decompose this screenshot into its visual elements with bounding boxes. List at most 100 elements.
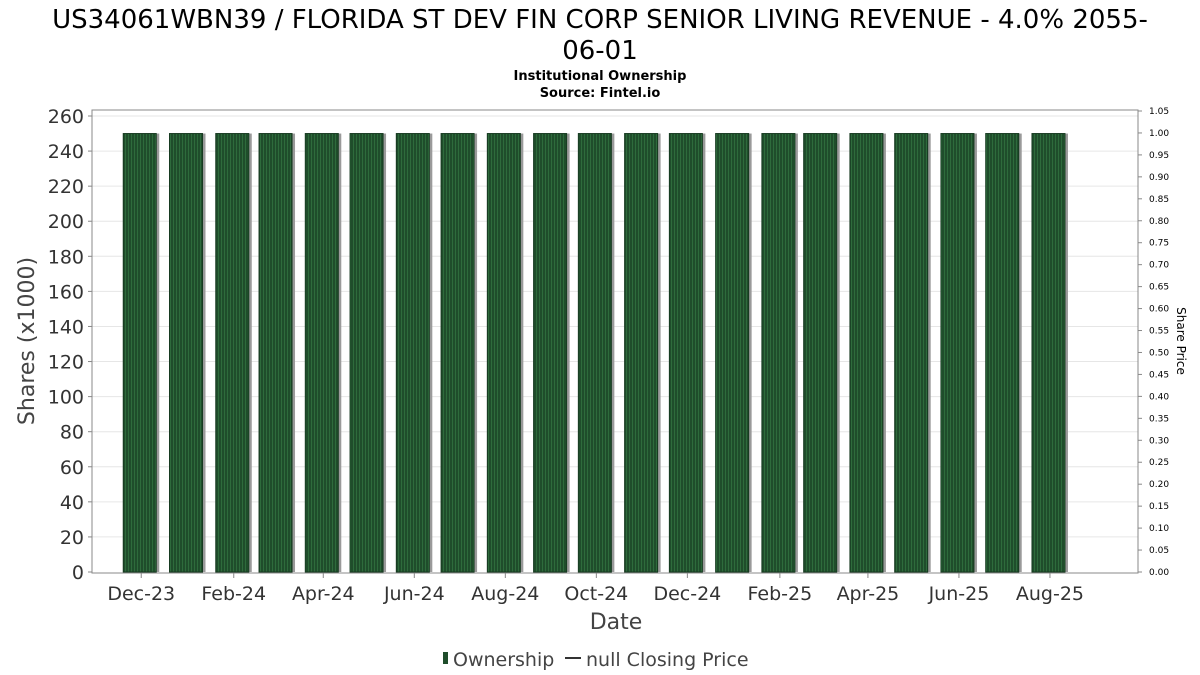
y2-tick-label: 0.90 (1149, 173, 1169, 183)
x-tick-label: Aug-25 (1016, 583, 1084, 605)
chart-title-line1: US34061WBN39 / FLORIDA ST DEV FIN CORP S… (52, 5, 1148, 35)
y-tick-label: 120 (48, 352, 84, 374)
bar (668, 133, 706, 573)
bar (395, 133, 433, 573)
bar-ownership (577, 133, 612, 573)
bar-ownership (849, 133, 884, 573)
y2-tick-label: 0.25 (1149, 458, 1169, 468)
chart-title-line2: 06-01 (562, 36, 638, 66)
bar (940, 133, 977, 573)
x-axis-title: Date (590, 610, 643, 635)
y2-tick-label: 0.15 (1149, 502, 1169, 512)
bar (894, 133, 931, 573)
y2-tick-label: 0.60 (1149, 305, 1169, 315)
bar-ownership (169, 133, 204, 573)
y2-tick-label: 0.65 (1149, 283, 1169, 293)
y2-axis-ticks: 0.00 0.05 0.10 0.15 0.20 0.25 0.30 0.35 0.40 0.45… (1138, 107, 1169, 578)
bar-ownership (395, 133, 430, 573)
y2-tick-label: 0.05 (1149, 546, 1169, 556)
bar (215, 133, 252, 573)
bar-ownership (1031, 133, 1066, 573)
y-tick-label: 220 (48, 176, 84, 198)
bar (803, 133, 840, 573)
bar-ownership (715, 133, 750, 573)
y-tick-label: 200 (48, 211, 84, 233)
y2-tick-label: 0.40 (1149, 392, 1169, 402)
bar-ownership (122, 133, 157, 573)
y-tick-label: 100 (48, 387, 84, 409)
bars (122, 133, 1068, 573)
y2-axis-title: Share Price (1174, 307, 1188, 375)
y2-tick-label: 0.00 (1149, 568, 1169, 578)
bar (440, 133, 478, 573)
y2-tick-label: 0.80 (1149, 217, 1169, 227)
bar-ownership (440, 133, 475, 573)
y-tick-label: 20 (60, 527, 84, 549)
y2-tick-label: 0.55 (1149, 327, 1169, 337)
bar (258, 133, 296, 573)
y2-tick-label: 1.05 (1149, 107, 1169, 117)
bar-ownership (624, 133, 659, 573)
legend-ownership-label: Ownership (453, 649, 554, 671)
bar-ownership (304, 133, 339, 573)
x-tick-label: Aug-24 (471, 583, 539, 605)
legend: Ownership null Closing Price (443, 649, 749, 671)
bar-ownership (258, 133, 293, 573)
x-tick-label: Apr-24 (292, 583, 355, 605)
bar-ownership (803, 133, 838, 573)
x-tick-label: Oct-24 (564, 583, 628, 605)
y2-tick-label: 1.00 (1149, 129, 1169, 139)
y2-tick-label: 0.20 (1149, 480, 1169, 490)
y-tick-label: 240 (48, 141, 84, 163)
chart-subtitle: Institutional Ownership (514, 69, 687, 84)
bar-ownership (215, 133, 250, 573)
y2-tick-label: 0.85 (1149, 195, 1169, 205)
bar-ownership (894, 133, 929, 573)
x-tick-label: Dec-23 (107, 583, 175, 605)
y-tick-label: 60 (60, 457, 84, 479)
bar (533, 133, 570, 573)
x-tick-label: Dec-24 (653, 583, 721, 605)
y-axis-ticks: 0 20 40 60 80 100 120 140 160 180 200 220 240 260 (48, 106, 92, 584)
bar (1031, 133, 1068, 573)
bar (486, 133, 524, 573)
bar-ownership (761, 133, 796, 573)
plot-area-border (91, 109, 1139, 574)
bar-ownership (349, 133, 384, 573)
bar-ownership (486, 133, 521, 573)
y-tick-label: 160 (48, 281, 84, 303)
bar (715, 133, 752, 573)
y2-tick-label: 0.35 (1149, 414, 1169, 424)
bar (169, 133, 206, 573)
chart-source: Source: Fintel.io (540, 86, 661, 101)
y-tick-label: 140 (48, 316, 84, 338)
bar (849, 133, 886, 573)
y2-tick-label: 0.45 (1149, 370, 1169, 380)
legend-ownership-swatch (443, 652, 448, 664)
legend-price-label: null Closing Price (586, 649, 749, 671)
x-tick-label: Feb-24 (201, 583, 266, 605)
y-tick-label: 260 (48, 106, 84, 128)
bar (624, 133, 661, 573)
x-tick-label: Jun-25 (928, 583, 990, 605)
y2-tick-label: 0.10 (1149, 524, 1169, 534)
bar (349, 133, 387, 573)
y2-tick-label: 0.75 (1149, 239, 1169, 249)
bar (577, 133, 615, 573)
y-tick-label: 40 (60, 492, 84, 514)
y-tick-label: 80 (60, 422, 84, 444)
y2-tick-label: 0.95 (1149, 151, 1169, 161)
bar (985, 133, 1022, 573)
y-tick-label: 180 (48, 246, 84, 268)
x-tick-label: Jun-24 (383, 583, 445, 605)
y-axis-title: Shares (x1000) (15, 257, 40, 425)
x-tick-label: Apr-25 (837, 583, 900, 605)
bar (122, 133, 160, 573)
bar-ownership (985, 133, 1020, 573)
bar (761, 133, 798, 573)
bar (304, 133, 342, 573)
y2-tick-label: 0.50 (1149, 348, 1169, 358)
x-axis-ticks: Dec-23 Feb-24 Apr-24 Jun-24 Aug-24 Oct-24 Dec-… (107, 573, 1084, 605)
y2-tick-label: 0.70 (1149, 261, 1169, 271)
